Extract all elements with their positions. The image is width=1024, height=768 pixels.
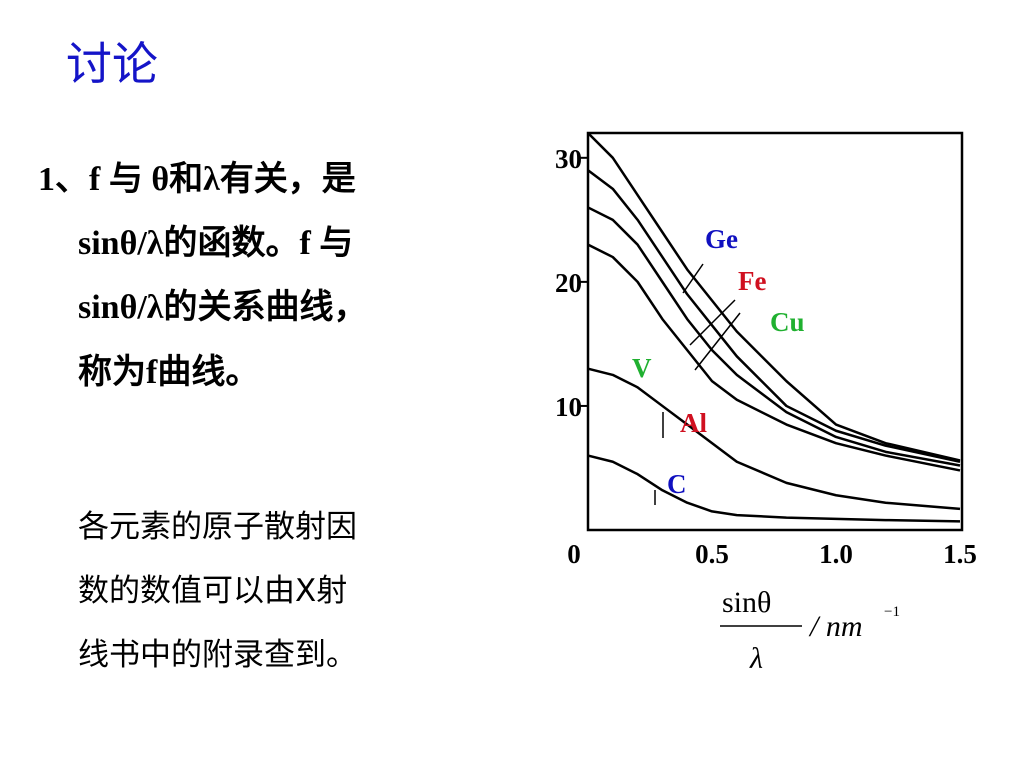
x-tick-label: 1.5 — [943, 539, 977, 569]
leader-line — [694, 312, 741, 371]
paragraph-line: sinθ/λ的函数。f 与 — [78, 224, 353, 262]
leader-line — [682, 263, 704, 294]
plot-frame — [586, 131, 964, 532]
x-label-exponent: −1 — [884, 604, 900, 620]
series-label: Fe — [738, 266, 766, 296]
paragraph-line: 线书中的附录查到。 — [78, 637, 357, 673]
leader-line — [689, 299, 736, 346]
series-label: Ge — [705, 224, 738, 254]
series-label: C — [667, 469, 687, 499]
curve — [587, 132, 961, 462]
curve — [587, 206, 961, 467]
x-tick-label: 0.5 — [695, 539, 729, 569]
x-label-unit: / nm — [808, 610, 863, 643]
x-label-numerator: sinθ — [722, 586, 771, 619]
y-tick-label: 30 — [555, 144, 582, 174]
curve — [587, 454, 961, 523]
x-label-denominator: λ — [749, 642, 763, 675]
series-label: Al — [680, 408, 707, 438]
y-tick-label: 20 — [555, 268, 582, 298]
paragraph-line: 1、f 与 θ和λ有关，是 — [38, 160, 356, 198]
y-tick-label: 10 — [555, 392, 582, 422]
x-tick-label: 0 — [567, 539, 581, 569]
x-tick-label: 1.0 — [819, 539, 853, 569]
paragraph-line: 各元素的原子散射因 — [78, 509, 357, 545]
curve — [587, 169, 961, 463]
paragraph-line: 数的数值可以由X射 — [78, 573, 347, 609]
curve — [587, 243, 961, 472]
paragraph-line: 称为f曲线。 — [78, 353, 259, 391]
series-label: Cu — [770, 307, 805, 337]
series-label: V — [632, 353, 652, 383]
curve — [587, 367, 961, 511]
paragraph-line: sinθ/λ的关系曲线， — [78, 288, 367, 326]
slide-title: 讨论 — [66, 37, 158, 91]
